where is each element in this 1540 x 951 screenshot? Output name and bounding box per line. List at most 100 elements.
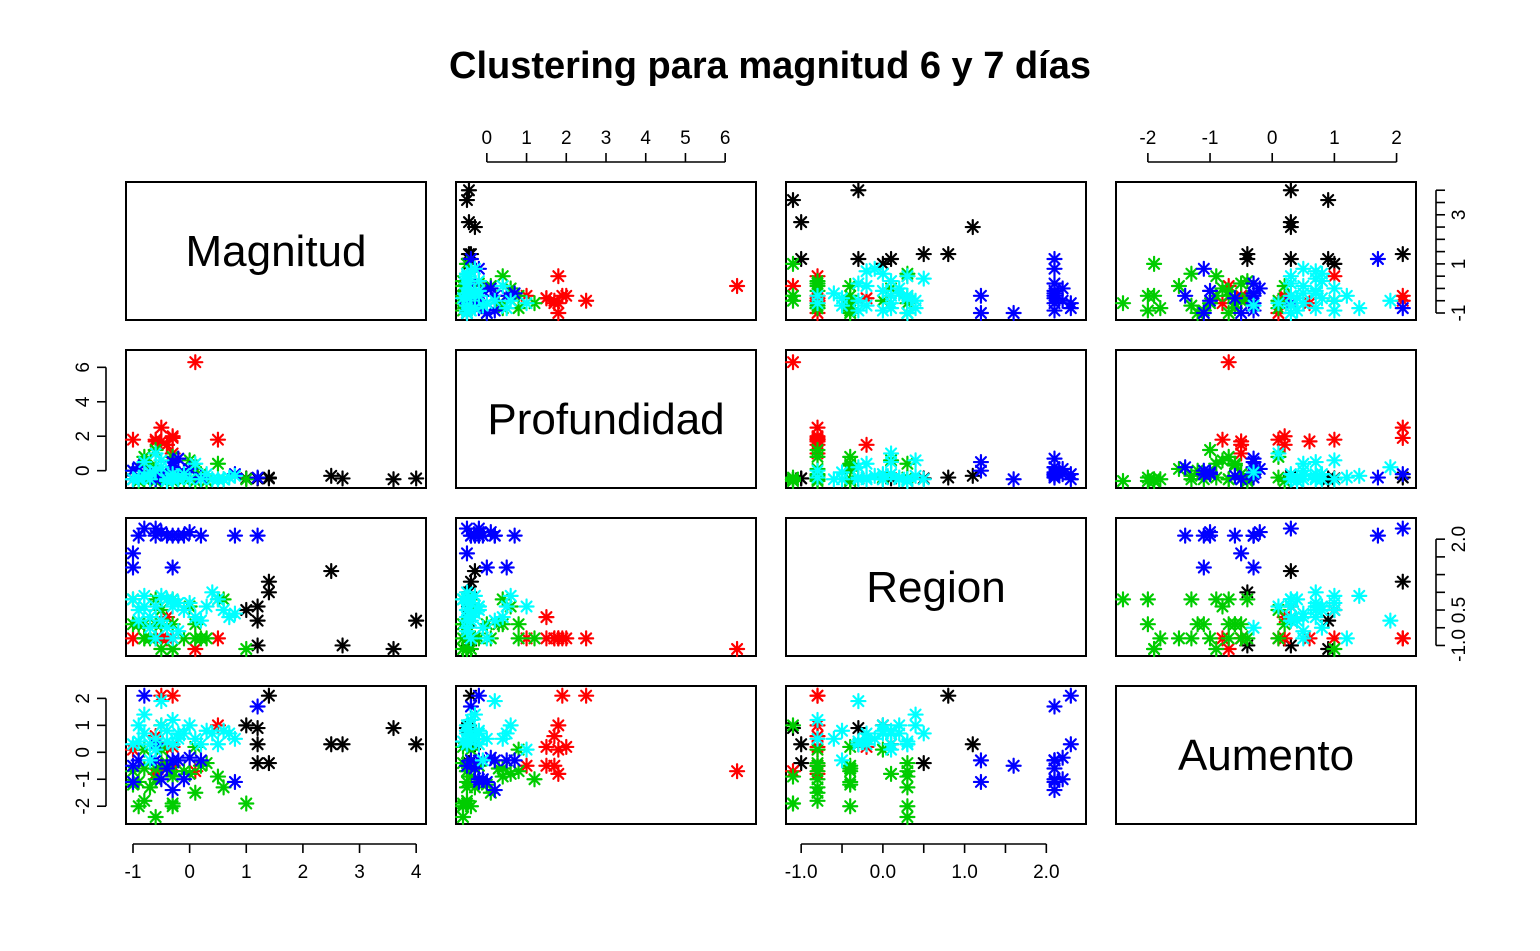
- asterisk-stroke: [512, 632, 525, 645]
- data-point-cluster-4: [192, 527, 210, 544]
- data-point-cluster-5: [882, 445, 900, 462]
- data-point-cluster-2: [1394, 630, 1411, 647]
- asterisk-stroke: [387, 721, 400, 735]
- data-point-cluster-2: [809, 433, 826, 450]
- data-point-cluster-5: [1313, 265, 1331, 282]
- asterisk-stroke: [540, 759, 553, 772]
- asterisk-stroke: [811, 443, 824, 457]
- asterisk-stroke: [456, 593, 470, 606]
- asterisk-stroke: [876, 267, 889, 280]
- asterisk-stroke: [528, 632, 541, 645]
- data-point-cluster-5: [1313, 471, 1331, 488]
- asterisk-stroke: [1309, 456, 1322, 469]
- asterisk-stroke: [149, 435, 162, 448]
- asterisk-stroke: [1309, 302, 1322, 315]
- data-point-cluster-4: [181, 749, 198, 766]
- asterisk-stroke: [126, 593, 140, 606]
- asterisk-stroke: [1272, 297, 1285, 310]
- data-point-cluster-4: [1226, 527, 1244, 544]
- asterisk-stroke: [155, 589, 168, 602]
- data-point-cluster-5: [192, 471, 210, 488]
- asterisk-stroke: [1141, 471, 1154, 484]
- data-point-cluster-4: [972, 462, 990, 479]
- data-point-cluster-5: [130, 717, 147, 734]
- asterisk-stroke: [1247, 452, 1260, 465]
- asterisk-stroke: [876, 473, 889, 486]
- asterisk-stroke: [548, 730, 561, 743]
- asterisk-stroke: [1371, 529, 1384, 542]
- asterisk-stroke: [194, 529, 208, 542]
- asterisk-stroke: [860, 299, 873, 312]
- data-point-cluster-1: [334, 637, 351, 654]
- asterisk-stroke: [1328, 433, 1341, 446]
- data-point-cluster-5: [1326, 594, 1343, 612]
- asterisk-stroke: [1210, 270, 1223, 283]
- asterisk-stroke: [1235, 618, 1248, 631]
- data-point-cluster-5: [498, 299, 515, 317]
- data-point-cluster-5: [907, 452, 924, 469]
- asterisk-stroke: [1235, 547, 1248, 560]
- data-point-cluster-2: [1233, 436, 1250, 453]
- panel-r3-c1: [454, 685, 757, 826]
- data-point-cluster-5: [470, 598, 487, 615]
- asterisk-stroke: [126, 561, 140, 574]
- data-point-cluster-3: [1152, 299, 1169, 317]
- asterisk-stroke: [1172, 279, 1186, 293]
- data-point-cluster-1: [1320, 250, 1337, 268]
- asterisk-stroke: [835, 299, 849, 312]
- asterisk-stroke: [1222, 356, 1235, 369]
- asterisk-stroke: [966, 469, 979, 482]
- data-point-cluster-4: [226, 773, 244, 791]
- data-point-cluster-3: [1233, 616, 1250, 633]
- asterisk-stroke: [460, 547, 474, 560]
- data-point-cluster-1: [260, 470, 278, 487]
- data-point-cluster-5: [1382, 459, 1399, 476]
- asterisk-stroke: [1253, 526, 1266, 539]
- data-point-cluster-5: [147, 598, 164, 615]
- data-point-cluster-2: [1233, 445, 1250, 462]
- data-point-cluster-3: [784, 255, 802, 272]
- asterisk-stroke: [240, 473, 253, 486]
- data-point-cluster-5: [850, 302, 867, 319]
- asterisk-stroke: [1328, 304, 1341, 317]
- asterisk-stroke: [468, 565, 481, 578]
- asterisk-stroke: [1278, 438, 1291, 451]
- asterisk-stroke: [901, 292, 914, 305]
- data-point-cluster-5: [874, 265, 891, 282]
- asterisk-stroke: [464, 252, 477, 266]
- data-point-cluster-5: [809, 287, 826, 304]
- data-point-cluster-4: [1282, 520, 1299, 537]
- data-point-cluster-4: [158, 760, 176, 777]
- data-point-cluster-5: [136, 725, 153, 742]
- asterisk-stroke: [160, 735, 174, 748]
- data-point-cluster-5: [147, 630, 164, 647]
- asterisk-stroke: [1185, 469, 1198, 482]
- data-point-cluster-3: [1145, 640, 1163, 658]
- asterisk-stroke: [1247, 299, 1260, 312]
- asterisk-stroke: [885, 447, 898, 460]
- data-point-cluster-5: [454, 591, 472, 608]
- asterisk-stroke: [160, 762, 174, 775]
- data-point-cluster-5: [470, 287, 487, 304]
- data-point-cluster-5: [181, 717, 198, 734]
- data-point-cluster-5: [899, 290, 916, 307]
- data-point-cluster-3: [164, 798, 181, 815]
- asterisk-stroke: [1396, 289, 1409, 302]
- asterisk-stroke: [540, 292, 553, 305]
- variable-label-magnitud: Magnitud: [185, 227, 366, 276]
- data-point-cluster-4: [1062, 471, 1079, 488]
- asterisk-stroke: [211, 593, 224, 606]
- asterisk-stroke: [942, 248, 955, 261]
- asterisk-stroke: [138, 522, 151, 535]
- asterisk-stroke: [974, 289, 987, 302]
- asterisk-stroke: [143, 621, 157, 634]
- data-point-cluster-4: [482, 523, 499, 541]
- asterisk-stroke: [786, 471, 800, 484]
- asterisk-stroke: [1272, 447, 1285, 460]
- data-point-cluster-1: [249, 598, 266, 615]
- asterisk-stroke: [172, 452, 185, 465]
- data-point-cluster-3: [1114, 591, 1132, 608]
- asterisk-stroke: [228, 775, 241, 789]
- asterisk-stroke: [885, 275, 898, 288]
- asterisk-stroke: [1353, 469, 1366, 482]
